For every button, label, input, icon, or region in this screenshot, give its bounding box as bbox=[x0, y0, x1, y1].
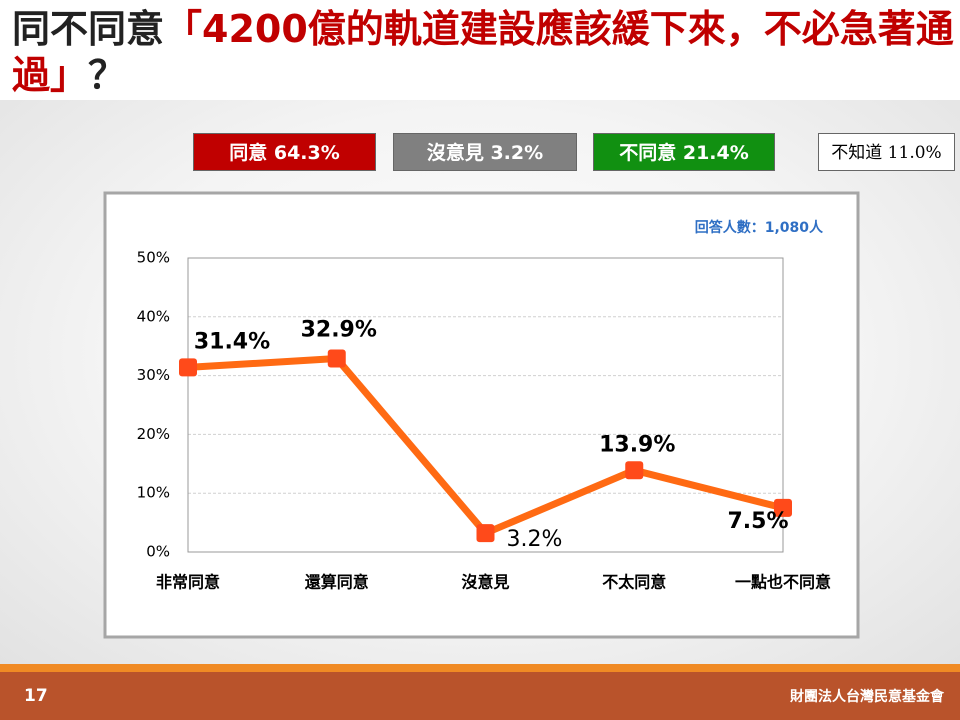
data-point bbox=[625, 461, 644, 480]
data-point bbox=[476, 524, 495, 543]
summary-box: 沒意見 3.2% bbox=[393, 133, 577, 171]
title-part: ？ bbox=[88, 53, 127, 97]
x-tick-label: 非常同意 bbox=[156, 573, 220, 592]
data-point bbox=[774, 498, 792, 517]
y-tick-label: 0% bbox=[146, 543, 170, 561]
data-label: 32.9% bbox=[301, 318, 377, 343]
x-tick-label: 一點也不同意 bbox=[735, 573, 831, 592]
y-tick-label: 50% bbox=[137, 249, 170, 267]
page-number: 17 bbox=[24, 686, 48, 706]
data-label: 31.4% bbox=[194, 329, 270, 354]
y-tick-label: 10% bbox=[137, 484, 170, 502]
slide-title: 同不同意「4200億的軌道建設應該緩下來，不必急著通過」？ bbox=[12, 6, 957, 98]
x-tick-label: 不太同意 bbox=[602, 573, 666, 592]
data-label: 13.9% bbox=[599, 432, 675, 457]
chart-note: 回答人數：1,080人 bbox=[695, 219, 824, 236]
summary-box: 不知道 11.0% bbox=[818, 133, 955, 171]
organization: 財團法人台灣民意基金會 bbox=[790, 689, 944, 705]
y-tick-label: 30% bbox=[137, 366, 170, 384]
x-tick-label: 沒意見 bbox=[461, 573, 509, 592]
data-point bbox=[179, 358, 197, 377]
title-part: 「4200億的軌道建設應該緩下來，不必急著通過」 bbox=[12, 7, 954, 97]
y-tick-label: 20% bbox=[137, 425, 170, 443]
summary-box: 同意 64.3% bbox=[193, 133, 376, 171]
summary-box: 不同意 21.4% bbox=[593, 133, 775, 171]
title-part: 同不同意 bbox=[12, 7, 165, 51]
data-label: 7.5% bbox=[727, 509, 788, 534]
data-point bbox=[327, 349, 346, 368]
data-label: 3.2% bbox=[507, 527, 563, 552]
chart-panel bbox=[103, 191, 860, 639]
plot-border bbox=[187, 257, 784, 553]
footer-stripe bbox=[0, 664, 960, 672]
y-tick-label: 40% bbox=[137, 307, 170, 325]
x-tick-label: 還算同意 bbox=[305, 573, 369, 592]
footer: 17 財團法人台灣民意基金會 bbox=[0, 672, 960, 720]
